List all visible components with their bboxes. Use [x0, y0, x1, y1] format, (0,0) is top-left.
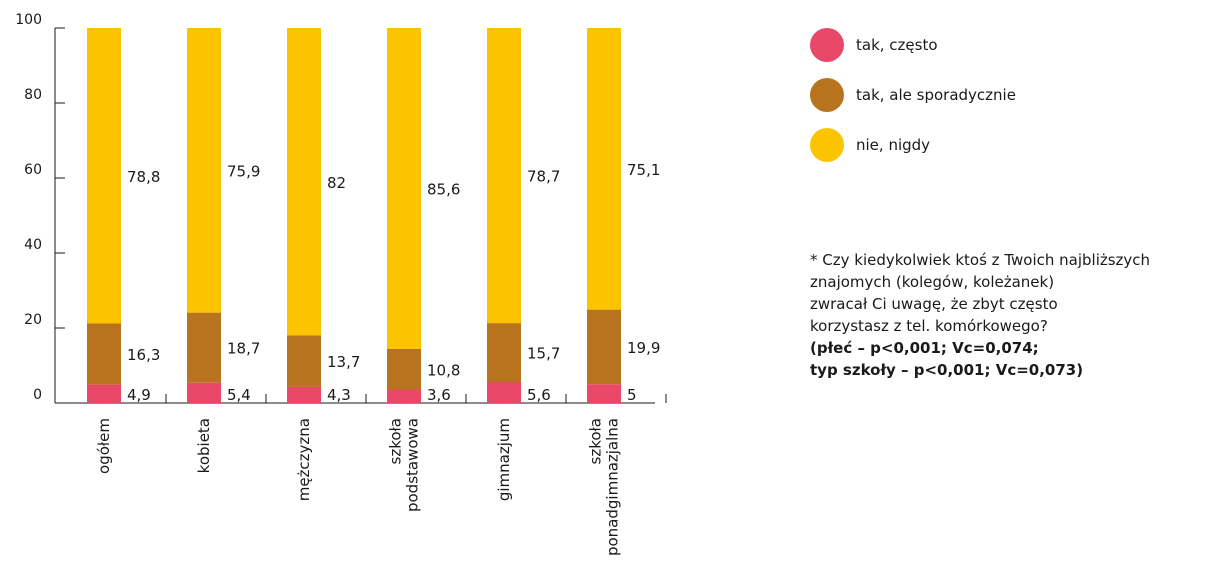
data-label: 85,6 — [427, 181, 460, 199]
bar-segment — [187, 382, 221, 403]
bar-segment — [387, 389, 421, 403]
data-label: 3,6 — [427, 386, 451, 404]
bar-segment — [87, 28, 121, 324]
y-tick-label: 60 — [24, 162, 42, 178]
y-tick-label: 80 — [24, 87, 42, 103]
legend-item-sporadic: tak, ale sporadycznie — [810, 78, 1016, 112]
data-label: 4,9 — [127, 386, 151, 404]
data-label: 75,1 — [627, 161, 660, 179]
bar-segment — [587, 28, 621, 310]
bar-segment — [287, 28, 321, 336]
data-label: 82 — [327, 174, 346, 192]
note-stats-line: (płeć – p<0,001; Vc=0,074; — [810, 339, 1039, 357]
data-label: 10,8 — [427, 361, 460, 379]
note-line: korzystasz z tel. komórkowego? — [810, 317, 1048, 335]
data-label: 78,7 — [527, 168, 560, 186]
category-label: szkoła — [387, 418, 405, 464]
legend-label-sporadic: tak, ale sporadycznie — [856, 86, 1016, 104]
category-label: gimnazjum — [495, 418, 513, 501]
note-line: zwracał Ci uwagę, że zbyt często — [810, 295, 1058, 313]
bar-segment — [387, 349, 421, 390]
note-stats-line: typ szkoły – p<0,001; Vc=0,073) — [810, 361, 1084, 379]
bar-segment — [487, 28, 521, 324]
bar-segment — [287, 386, 321, 403]
y-tick-label: 0 — [33, 387, 42, 403]
legend-swatch-often — [810, 28, 844, 62]
category-label: ponadgimnazjalna — [604, 418, 622, 556]
note-line: znajomych (kolegów, koleżanek) — [810, 273, 1055, 291]
data-label: 4,3 — [327, 386, 351, 404]
data-label: 5,6 — [527, 386, 551, 404]
note-line: * Czy kiedykolwiek ktoś z Twoich najbliż… — [810, 251, 1151, 269]
y-tick-label: 20 — [24, 312, 42, 328]
category-label: szkoła — [587, 418, 605, 464]
legend-item-often: tak, często — [810, 28, 1016, 62]
data-label: 13,7 — [327, 353, 360, 371]
data-label: 19,9 — [627, 339, 660, 357]
legend-item-never: nie, nigdy — [810, 128, 1016, 162]
data-label: 75,9 — [227, 162, 260, 180]
stacked-bar-chart: 0 20 40 60 80 100 4,9 16,3 78,8 ogółem 5,4 18,7 75,9… — [15, 12, 667, 556]
y-tick-label: 40 — [24, 237, 42, 253]
bar-segment — [587, 309, 621, 385]
bar-segment — [87, 384, 121, 403]
legend: tak, często tak, ale sporadycznie nie, n… — [810, 28, 1016, 178]
bar-segment — [287, 335, 321, 387]
data-label: 5 — [627, 386, 637, 404]
data-label: 15,7 — [527, 345, 560, 363]
category-label: podstawowa — [404, 418, 422, 512]
data-label: 5,4 — [227, 386, 251, 404]
category-label: ogółem — [95, 418, 113, 474]
category-label: kobieta — [195, 418, 213, 473]
bar-segment — [587, 384, 621, 403]
bar-segment — [87, 323, 121, 385]
survey-question-note: * Czy kiedykolwiek ktoś z Twoich najbliż… — [810, 249, 1205, 381]
category-label: mężczyzna — [295, 418, 313, 501]
data-label: 78,8 — [127, 168, 160, 186]
bar-segment — [187, 312, 221, 383]
bar-segment — [387, 28, 421, 349]
legend-label-often: tak, często — [856, 36, 938, 54]
data-label: 18,7 — [227, 340, 260, 358]
bar-segment — [487, 382, 521, 403]
legend-swatch-sporadic — [810, 78, 844, 112]
legend-label-never: nie, nigdy — [856, 136, 931, 154]
bar-segment — [487, 323, 521, 382]
bar-segment — [187, 28, 221, 313]
legend-swatch-never — [810, 128, 844, 162]
data-label: 16,3 — [127, 346, 160, 364]
y-tick-label: 100 — [15, 12, 42, 28]
